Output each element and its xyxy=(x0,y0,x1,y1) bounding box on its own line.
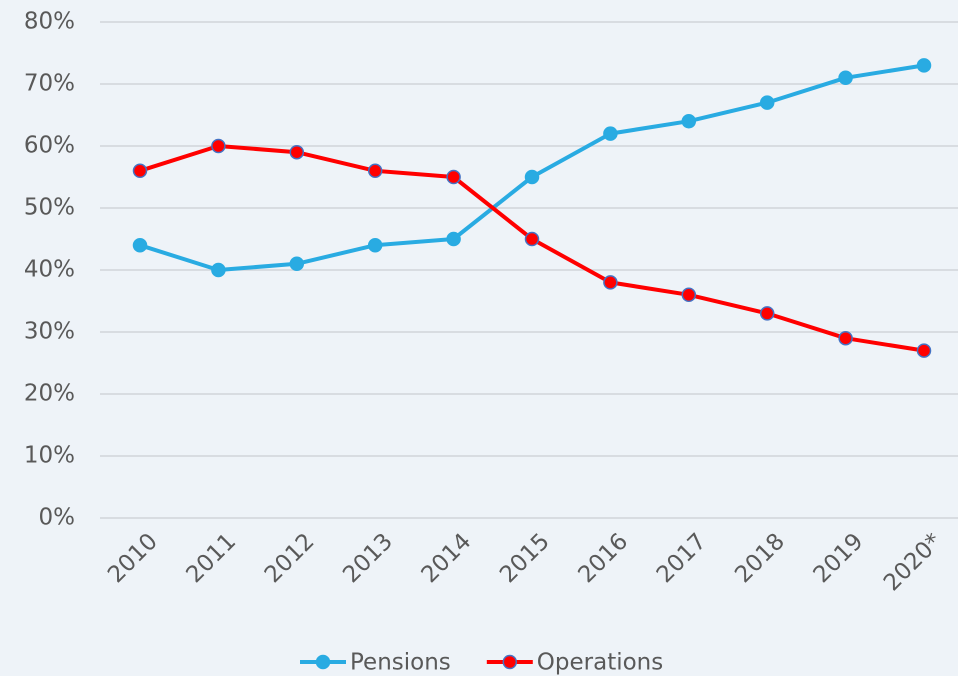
point-marker xyxy=(446,169,461,185)
y-tick-label: 20% xyxy=(24,381,75,407)
y-tick-label: 40% xyxy=(24,257,75,283)
point-marker xyxy=(132,237,148,253)
x-tick-label: 2013 xyxy=(338,528,398,588)
point-marker xyxy=(838,70,853,86)
point-marker xyxy=(681,287,697,303)
legend-label: Pensions xyxy=(350,650,451,676)
point-marker xyxy=(132,163,148,179)
x-tick-label: 2018 xyxy=(730,528,790,588)
x-tick-label: 2015 xyxy=(495,528,555,588)
x-tick-label: 2019 xyxy=(809,528,869,588)
x-tick-label: 2020* xyxy=(879,528,947,596)
y-tick-label: 60% xyxy=(24,133,75,159)
x-tick-label: 2016 xyxy=(573,528,633,588)
x-tick-label: 2017 xyxy=(652,528,712,588)
point-marker xyxy=(838,330,853,346)
y-tick-label: 80% xyxy=(24,9,75,35)
legend-label: Operations xyxy=(537,650,663,676)
point-marker xyxy=(446,231,461,247)
point-marker xyxy=(916,343,932,358)
y-tick-label: 0% xyxy=(39,505,76,531)
point-marker xyxy=(289,144,305,160)
point-marker xyxy=(367,237,383,253)
point-marker xyxy=(289,256,305,272)
x-tick-label: 2010 xyxy=(103,528,163,588)
point-marker xyxy=(603,275,618,290)
x-tick-label: 2011 xyxy=(181,528,241,588)
point-marker xyxy=(211,262,226,278)
y-tick-label: 10% xyxy=(24,443,75,469)
point-marker xyxy=(759,306,775,321)
point-marker xyxy=(916,58,932,73)
legend-item: Pensions xyxy=(300,650,451,676)
y-tick-label: 70% xyxy=(24,71,75,97)
legend-marker xyxy=(502,654,518,670)
x-tick-label: 2012 xyxy=(260,528,320,588)
x-tick-label: 2014 xyxy=(417,528,477,588)
point-marker xyxy=(603,126,618,141)
point-marker xyxy=(524,169,540,185)
point-marker xyxy=(524,231,540,247)
point-marker xyxy=(211,138,226,154)
point-marker xyxy=(759,95,775,110)
legend-item: Operations xyxy=(486,650,663,676)
legend-marker xyxy=(315,654,331,670)
point-marker xyxy=(681,113,697,129)
y-tick-label: 30% xyxy=(24,319,75,345)
point-marker xyxy=(367,163,383,179)
y-tick-label: 50% xyxy=(24,195,75,221)
